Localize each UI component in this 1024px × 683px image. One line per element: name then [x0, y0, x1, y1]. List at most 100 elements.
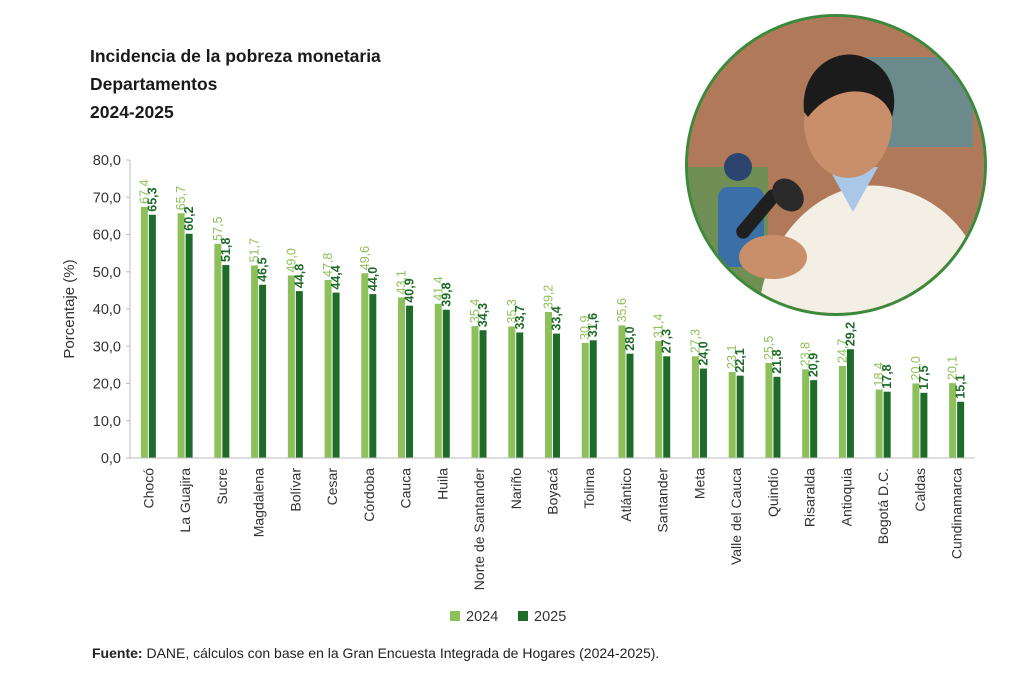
legend-swatch-2024 — [450, 611, 460, 621]
y-tick-label: 70,0 — [93, 190, 121, 206]
bar-2024 — [434, 303, 442, 458]
data-label-2025: 65,3 — [145, 187, 159, 211]
source-text: DANE, cálculos con base en la Gran Encue… — [142, 645, 660, 661]
bars — [140, 206, 965, 458]
bar-2025 — [699, 368, 707, 458]
bar-2025 — [185, 233, 193, 458]
data-label-2024: 23,1 — [725, 345, 739, 369]
y-axis: 0,0 10,0 20,0 30,0 40,0 50,0 60,0 70,0 80,0 — [93, 153, 131, 467]
data-label-2024: 31,4 — [652, 314, 666, 338]
data-label-2025: 17,5 — [917, 365, 931, 389]
bar-2024 — [949, 383, 957, 458]
bar-2025 — [810, 380, 818, 458]
data-labels: 67,465,3 65,760,2 57,551,8 51,746,5 49,044,8… — [137, 180, 967, 399]
source-label: Fuente: — [92, 645, 143, 661]
bar-2025 — [773, 376, 781, 458]
data-label-2024: 20,1 — [946, 356, 960, 380]
bar-2024 — [140, 206, 148, 458]
x-tick-label: Caldas — [912, 468, 928, 512]
bar-2024 — [214, 243, 222, 458]
bar-2024 — [398, 297, 406, 458]
x-tick-label: Magdalena — [251, 468, 267, 537]
data-label-2024: 35,4 — [468, 299, 482, 323]
x-tick-label: Risaralda — [802, 468, 818, 527]
data-label-2024: 47,8 — [321, 253, 335, 277]
bar-2025 — [846, 349, 854, 458]
bar-2024 — [324, 279, 332, 458]
data-label-2025: 33,7 — [513, 305, 527, 329]
data-label-2025: 34,3 — [476, 303, 490, 327]
x-tick-label: Valle del Cauca — [728, 468, 744, 565]
data-label-2024: 20,0 — [909, 356, 923, 380]
bar-2024 — [691, 356, 699, 458]
bar-2024 — [618, 325, 626, 458]
bar-2024 — [361, 273, 369, 458]
x-tick-label: Bogotá D.C. — [875, 468, 891, 544]
bar-2025 — [883, 391, 891, 458]
bar-2025 — [332, 292, 340, 458]
bar-2025 — [369, 294, 377, 458]
data-label-2024: 49,6 — [358, 246, 372, 270]
hair — [803, 54, 895, 117]
x-tick-label: Cundinamarca — [949, 468, 965, 559]
y-tick-label: 0,0 — [101, 451, 121, 467]
bar-2025 — [626, 353, 634, 458]
data-label-2025: 44,8 — [292, 264, 306, 288]
bar-2024 — [765, 363, 773, 458]
x-tick-label: Boyacá — [545, 468, 561, 515]
data-label-2024: 51,7 — [248, 238, 262, 262]
chart-subtitle: Departamentos — [90, 74, 218, 94]
legend-swatch-2025 — [518, 611, 528, 621]
bar-2025 — [663, 356, 671, 458]
bar-2024 — [581, 342, 589, 458]
speaker-photo-illustration — [688, 17, 984, 313]
bar-2025 — [589, 340, 597, 458]
data-label-2025: 15,1 — [954, 374, 968, 398]
bar-2024 — [545, 311, 552, 458]
chart-title: Incidencia de la pobreza monetaria — [90, 46, 381, 66]
data-label-2025: 51,8 — [219, 238, 233, 262]
x-tick-label: Antioquia — [838, 468, 854, 527]
data-label-2024: 43,1 — [395, 270, 409, 294]
bar-2025 — [222, 265, 230, 458]
data-label-2025: 20,9 — [807, 353, 821, 377]
data-label-2024: 41,4 — [431, 276, 445, 300]
data-label-2025: 28,0 — [623, 326, 637, 350]
bar-2024 — [251, 265, 259, 458]
legend: 2024 2025 — [450, 609, 566, 625]
data-label-2024: 18,4 — [872, 362, 886, 386]
x-tick-label: Cauca — [398, 468, 414, 509]
bar-2024 — [655, 341, 663, 458]
source-note: Fuente: DANE, cálculos con base en la Gr… — [92, 645, 659, 661]
hand — [739, 235, 807, 279]
data-label-2025: 31,6 — [586, 313, 600, 337]
microphone-head — [772, 178, 804, 212]
x-tick-label: Nariño — [508, 468, 524, 509]
bar-2024 — [287, 275, 295, 458]
speaker-photo — [685, 14, 987, 316]
sweater — [758, 185, 984, 313]
bar-2024 — [508, 326, 516, 458]
data-label-2025: 27,3 — [660, 329, 674, 353]
x-tick-label: Santander — [655, 468, 671, 533]
background-person-head — [724, 153, 752, 181]
microphone — [736, 189, 780, 239]
data-label-2024: 27,3 — [688, 329, 702, 353]
x-tick-label: Sucre — [214, 468, 230, 505]
x-tick-label: Tolima — [581, 468, 597, 509]
x-tick-label: Huila — [434, 468, 450, 500]
bar-2025 — [957, 401, 965, 458]
data-label-2025: 17,8 — [880, 364, 894, 388]
data-label-2024: 24,7 — [835, 339, 849, 363]
data-label-2024: 35,6 — [615, 298, 629, 322]
data-label-2024: 49,0 — [284, 248, 298, 272]
data-label-2024: 23,8 — [799, 342, 813, 366]
data-label-2025: 21,8 — [770, 349, 784, 373]
data-label-2025: 60,2 — [182, 206, 196, 230]
data-label-2025: 44,0 — [366, 267, 380, 291]
data-label-2024: 65,7 — [174, 186, 188, 210]
data-label-2024: 39,2 — [542, 285, 556, 309]
chart-title-block: Incidencia de la pobreza monetaria Depar… — [90, 42, 381, 126]
x-tick-label: Quindío — [765, 468, 781, 517]
x-tick-label: Cesar — [324, 468, 340, 506]
